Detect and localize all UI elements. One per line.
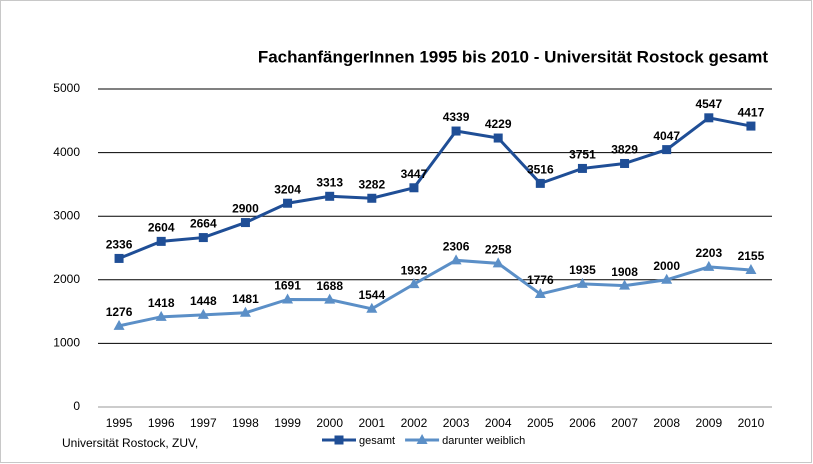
- x-tick-label: 2003: [443, 416, 470, 430]
- y-tick-label: 2000: [53, 272, 80, 286]
- marker: [451, 126, 461, 136]
- x-tick-label: 2001: [358, 416, 385, 430]
- marker: [155, 310, 167, 321]
- data-label: 2336: [106, 238, 133, 252]
- x-tick-label: 2002: [401, 416, 428, 430]
- marker: [450, 254, 462, 265]
- data-label: 1544: [358, 288, 385, 302]
- source-note: Universität Rostock, ZUV,: [62, 436, 198, 450]
- x-tick-label: 2009: [695, 416, 722, 430]
- marker: [535, 178, 545, 188]
- data-label: 2258: [485, 243, 512, 257]
- marker: [493, 133, 503, 143]
- marker: [661, 273, 673, 284]
- marker: [408, 278, 420, 289]
- data-label: 3282: [358, 177, 385, 191]
- data-label: 4047: [653, 129, 680, 143]
- series-line: [118, 116, 752, 260]
- data-label: 2155: [738, 249, 765, 263]
- marker: [239, 306, 251, 317]
- data-label: 2604: [148, 221, 175, 235]
- data-label: 2664: [190, 217, 217, 231]
- x-tick-label: 2004: [485, 416, 512, 430]
- marker: [114, 253, 124, 263]
- marker: [198, 233, 208, 243]
- data-label: 4229: [485, 117, 512, 131]
- data-label: 1908: [611, 265, 638, 279]
- marker: [197, 308, 209, 319]
- data-label: 1935: [569, 263, 596, 277]
- marker: [492, 257, 504, 268]
- marker: [409, 183, 419, 193]
- data-label: 2306: [443, 240, 470, 254]
- x-tick-label: 2000: [316, 416, 343, 430]
- legend-label: darunter weiblich: [442, 435, 525, 447]
- data-label: 2203: [695, 246, 722, 260]
- marker: [113, 319, 125, 330]
- y-tick-label: 1000: [53, 336, 80, 350]
- marker: [745, 263, 757, 274]
- marker: [662, 145, 672, 155]
- marker: [240, 218, 250, 228]
- x-tick-label: 2005: [527, 416, 554, 430]
- marker: [367, 193, 377, 203]
- marker: [366, 302, 378, 313]
- x-tick-label: 1995: [106, 416, 133, 430]
- data-label: 1418: [148, 296, 175, 310]
- marker: [620, 158, 630, 168]
- x-tick-label: 1999: [274, 416, 301, 430]
- chart-title: FachanfängerInnen 1995 bis 2010 - Univer…: [258, 47, 769, 66]
- series-line: [118, 258, 752, 328]
- marker: [577, 163, 587, 173]
- y-tick-label: 4000: [53, 145, 80, 159]
- data-label: 4547: [695, 97, 722, 111]
- marker: [619, 279, 631, 290]
- marker: [416, 434, 428, 444]
- data-label: 3204: [274, 182, 301, 196]
- marker: [334, 435, 344, 445]
- x-tick-label: 2010: [738, 416, 765, 430]
- legend-label: gesamt: [359, 435, 395, 447]
- data-label: 1448: [190, 294, 217, 308]
- marker: [703, 260, 715, 271]
- x-tick-label: 2006: [569, 416, 596, 430]
- data-label: 1688: [316, 279, 343, 293]
- marker: [325, 191, 335, 201]
- data-label: 2000: [653, 259, 680, 273]
- y-tick-label: 0: [73, 399, 80, 413]
- marker: [534, 288, 546, 299]
- marker: [282, 293, 294, 304]
- marker: [704, 113, 714, 123]
- data-label: 1481: [232, 292, 259, 306]
- x-tick-label: 2008: [653, 416, 680, 430]
- data-label: 2900: [232, 202, 259, 216]
- data-label: 3447: [401, 167, 428, 181]
- marker: [283, 198, 293, 208]
- data-label: 1691: [274, 279, 301, 293]
- x-tick-label: 2007: [611, 416, 638, 430]
- data-label: 1932: [401, 263, 428, 277]
- x-tick-label: 1998: [232, 416, 259, 430]
- data-label: 3516: [527, 163, 554, 177]
- data-label: 4417: [738, 105, 765, 119]
- x-tick-label: 1996: [148, 416, 175, 430]
- x-tick-label: 1997: [190, 416, 217, 430]
- y-tick-label: 5000: [53, 81, 80, 95]
- marker: [156, 236, 166, 246]
- marker: [324, 293, 336, 304]
- data-label: 3751: [569, 148, 596, 162]
- data-label: 3829: [611, 143, 638, 157]
- data-label: 1276: [106, 305, 133, 319]
- marker: [746, 121, 756, 131]
- data-label: 3313: [316, 175, 343, 189]
- marker: [576, 277, 588, 288]
- y-tick-label: 3000: [53, 208, 80, 222]
- data-label: 1776: [527, 273, 554, 287]
- data-label: 4339: [443, 110, 470, 124]
